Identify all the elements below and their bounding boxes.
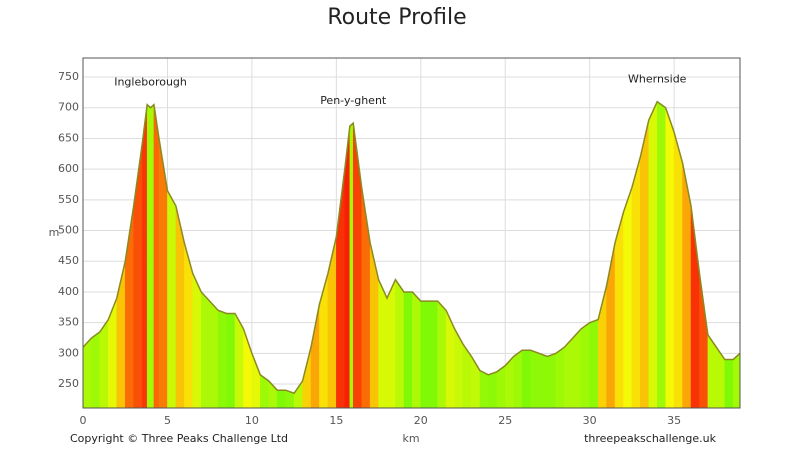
x-tick-label: 0 [80, 414, 87, 427]
gradient-strip [496, 365, 506, 409]
gradient-strip [488, 371, 498, 409]
gradient-strip [412, 291, 422, 409]
gradient-strip [251, 353, 261, 409]
gradient-strip [580, 322, 590, 409]
y-tick-label: 300 [58, 346, 79, 359]
gradient-strip [521, 350, 531, 409]
gradient-strip [732, 352, 741, 409]
gradient-strip [209, 300, 219, 409]
gradient-strip [673, 132, 683, 409]
y-tick-label: 600 [58, 162, 79, 175]
gradient-strip [547, 352, 557, 409]
peak-label: Ingleborough [114, 76, 187, 89]
y-tick-label: 550 [58, 193, 79, 206]
y-tick-label: 250 [58, 377, 79, 390]
gradient-strip [614, 212, 624, 409]
x-tick-label: 15 [329, 414, 343, 427]
gradient-strip [572, 328, 582, 409]
gradient-strip [538, 352, 548, 409]
gradient-strip [327, 236, 337, 409]
gradient-strip [141, 104, 148, 409]
gradient-strip [310, 304, 320, 409]
website: threepeakschallenge.uk [584, 432, 717, 445]
gradient-strip [648, 101, 658, 409]
x-tick-label: 30 [583, 414, 597, 427]
y-tick-label: 500 [58, 224, 79, 237]
gradient-strip [293, 380, 303, 409]
gradient-strip [217, 310, 227, 409]
profile-line [82, 100, 741, 395]
y-axis-label: m [49, 226, 60, 239]
gradient-strip [146, 104, 151, 409]
gradient-strip [99, 318, 109, 409]
gradient-strip [640, 119, 650, 409]
y-tick-label: 400 [58, 285, 79, 298]
gradient-strip [395, 278, 405, 409]
gradient-strip [369, 242, 379, 409]
gradient-strip [352, 123, 362, 409]
x-axis-label: km [402, 432, 419, 445]
gradient-strip [82, 337, 92, 409]
gradient-strip [226, 313, 236, 409]
gradient-strip [513, 349, 523, 409]
gradient-strip [153, 104, 160, 409]
gradient-strip [378, 279, 388, 409]
gradient-strip [623, 187, 633, 409]
x-tick-label: 25 [498, 414, 512, 427]
gradient-strip [403, 291, 413, 409]
chart-title: Route Profile [327, 5, 466, 30]
peak-label: Whernside [628, 73, 687, 86]
x-tick-label: 20 [414, 414, 428, 427]
gradient-strip [192, 273, 202, 409]
gradient-strip [564, 337, 574, 409]
gradient-strip [631, 156, 641, 409]
gradient-strip [437, 300, 447, 409]
gradient-strip [133, 144, 143, 409]
y-tick-label: 700 [58, 101, 79, 114]
gradient-strip [665, 107, 675, 409]
gradient-strip [349, 122, 354, 409]
gradient-strip [361, 187, 371, 409]
y-tick-label: 350 [58, 316, 79, 329]
x-tick-label: 10 [245, 414, 259, 427]
gradient-strip [150, 104, 155, 409]
gradient-strip [699, 273, 709, 409]
gradient-strip [386, 279, 396, 409]
copyright: Copyright © Three Peaks Challenge Ltd [70, 432, 288, 445]
gradient-strip [555, 346, 565, 409]
gradient-strip [167, 190, 177, 409]
x-tick-label: 5 [164, 414, 171, 427]
gradient-strip [479, 370, 489, 409]
y-tick-label: 750 [58, 70, 79, 83]
gradient-strip [420, 300, 438, 409]
peak-label: Pen-y-ghent [320, 94, 387, 107]
gradient-strip [200, 291, 210, 409]
gradient-strip [656, 101, 666, 409]
y-tick-label: 450 [58, 254, 79, 267]
y-tick-label: 650 [58, 131, 79, 144]
gradient-strip [116, 261, 126, 409]
gradient-strip [91, 331, 101, 409]
gradient-strip [530, 349, 540, 409]
gradient-strip [589, 319, 599, 409]
x-tick-label: 35 [667, 414, 681, 427]
plot-frame [82, 57, 741, 409]
gradient-strip [724, 359, 734, 409]
gradient-strip [276, 389, 286, 409]
gradient-strip [319, 273, 329, 409]
